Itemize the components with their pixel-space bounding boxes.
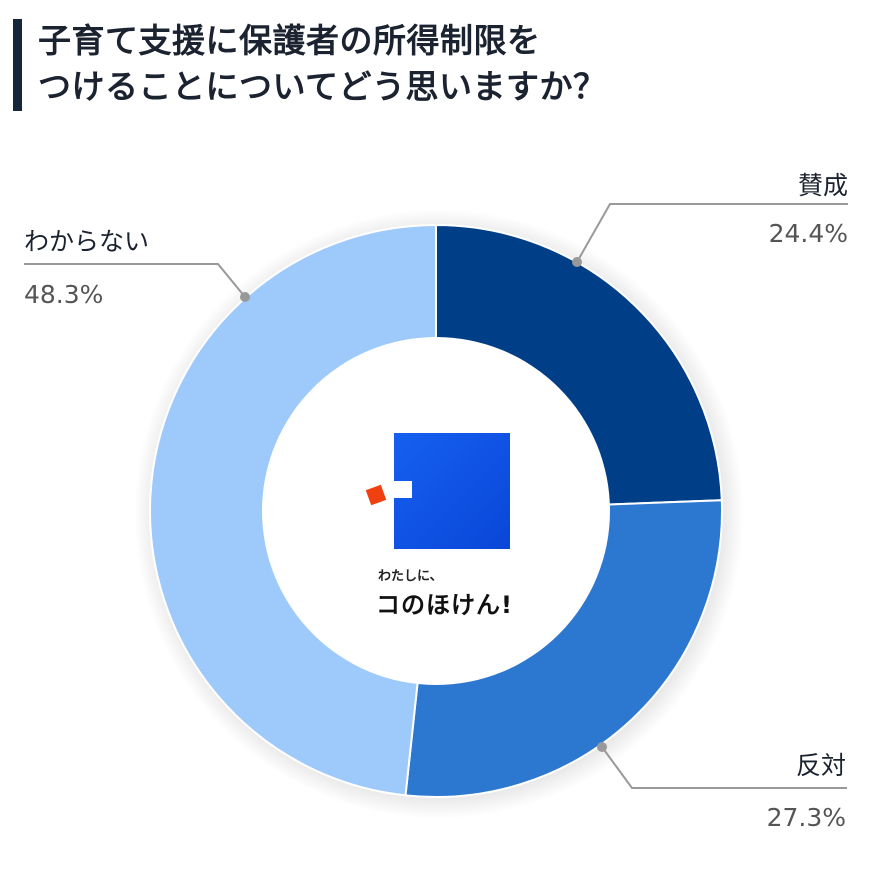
logo-red-square [365,484,387,506]
value-disagree: 27.3% [766,803,846,832]
label-disagree: 反対 [795,751,846,780]
title-line-1: 子育て支援に保護者の所得制限を [38,21,541,60]
logo-notch [394,481,412,498]
label-agree: 賛成 [797,171,848,200]
value-unknown: 48.3% [24,280,104,309]
title-line-2: つけることについてどう思いますか？ [38,67,607,106]
page-title: 子育て支援に保護者の所得制限を つけることについてどう思いますか？ [38,18,607,110]
brand-logo: わたしに、 コのほけん! [346,425,526,630]
leader-line-unknown [24,263,246,298]
leader-line-agree [576,203,848,263]
logo-tagline: わたしに、 [378,569,443,584]
logo-name: コのほけん! [376,591,513,619]
leader-dot-disagree [597,742,607,752]
label-unknown: わからない [24,227,150,256]
leader-line-disagree [601,746,847,789]
leader-dot-unknown [240,292,250,302]
leader-dot-agree [572,257,582,267]
title-accent-bar [13,19,22,111]
logo-blue-square [394,433,510,549]
value-agree: 24.4% [768,219,848,248]
